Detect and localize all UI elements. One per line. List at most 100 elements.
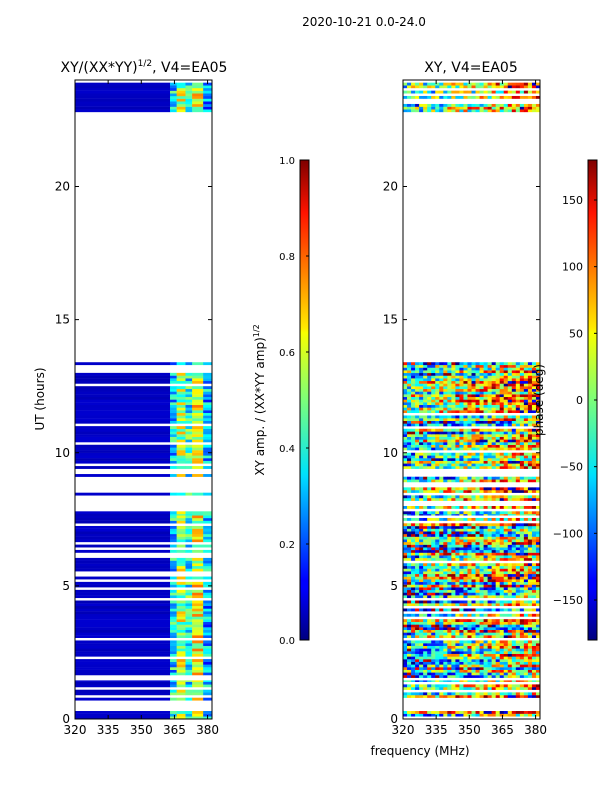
heatmap-cell bbox=[459, 410, 464, 414]
heatmap-cell bbox=[519, 571, 525, 575]
heatmap-cell bbox=[519, 439, 525, 443]
heatmap-cell bbox=[419, 378, 424, 382]
heatmap-cell bbox=[403, 608, 408, 612]
heatmap-cell bbox=[491, 661, 496, 665]
heatmap-cell bbox=[451, 375, 456, 379]
heatmap-cell bbox=[451, 661, 456, 665]
heatmap-cell bbox=[527, 370, 533, 374]
heatmap-cell bbox=[411, 420, 416, 424]
heatmap-cell bbox=[411, 511, 416, 515]
heatmap-cell bbox=[415, 595, 420, 599]
heatmap-cell bbox=[503, 455, 509, 459]
heatmap-cell bbox=[447, 364, 452, 368]
heatmap-cell bbox=[415, 396, 420, 400]
heatmap-cell bbox=[203, 581, 212, 585]
heatmap-cell bbox=[487, 476, 492, 480]
heatmap-cell bbox=[499, 533, 505, 537]
heatmap-cell bbox=[515, 568, 521, 572]
heatmap-cell bbox=[451, 627, 456, 631]
heatmap-cell bbox=[185, 713, 193, 717]
heatmap-cell bbox=[459, 372, 464, 376]
heatmap-cell bbox=[415, 90, 420, 94]
heatmap-cell bbox=[463, 511, 468, 515]
colorbar-tick-label: −100 bbox=[553, 527, 583, 540]
heatmap-cell bbox=[451, 364, 456, 368]
heatmap-cell bbox=[531, 584, 537, 588]
heatmap-cell bbox=[203, 436, 212, 440]
heatmap-cell bbox=[459, 511, 464, 515]
heatmap-cell bbox=[507, 600, 513, 604]
heatmap-cell bbox=[447, 576, 452, 580]
heatmap-cell bbox=[479, 627, 484, 631]
heatmap-cell bbox=[499, 428, 505, 432]
heatmap-cell bbox=[423, 386, 428, 390]
heatmap-cell bbox=[491, 396, 496, 400]
heatmap-cell bbox=[451, 109, 456, 113]
heatmap-cell bbox=[407, 557, 412, 561]
heatmap-cell bbox=[439, 629, 444, 633]
heatmap-cell bbox=[419, 632, 424, 636]
heatmap-cell bbox=[415, 645, 420, 649]
heatmap-cell bbox=[439, 635, 444, 638]
heatmap-cell bbox=[176, 412, 186, 416]
heatmap-cell bbox=[439, 476, 444, 480]
heatmap-cell bbox=[443, 645, 448, 649]
heatmap-cell bbox=[75, 90, 171, 94]
heatmap-cell bbox=[419, 680, 424, 682]
heatmap-cell bbox=[467, 687, 472, 690]
heatmap-cell bbox=[451, 513, 456, 516]
heatmap-cell bbox=[443, 109, 448, 113]
heatmap-cell bbox=[495, 651, 501, 654]
heatmap-cell bbox=[487, 595, 492, 599]
heatmap-cell bbox=[431, 528, 436, 532]
heatmap-cell bbox=[471, 571, 476, 575]
heatmap-cell bbox=[499, 645, 505, 649]
heatmap-cell bbox=[471, 669, 476, 673]
heatmap-cell bbox=[192, 450, 204, 453]
heatmap-cell bbox=[523, 495, 529, 499]
heatmap-cell bbox=[203, 93, 212, 97]
heatmap-cell bbox=[455, 513, 460, 516]
x-tick-label: 335 bbox=[97, 723, 120, 737]
heatmap-cell bbox=[495, 495, 501, 499]
heatmap-cell bbox=[451, 539, 456, 543]
heatmap-cell bbox=[203, 616, 212, 620]
heatmap-cell bbox=[495, 648, 501, 652]
heatmap-cell bbox=[495, 378, 501, 382]
heatmap-cell bbox=[411, 399, 416, 403]
heatmap-cell bbox=[511, 568, 517, 572]
heatmap-cell bbox=[447, 439, 452, 443]
heatmap-cell bbox=[527, 624, 533, 628]
heatmap-cell bbox=[419, 396, 424, 400]
heatmap-cell bbox=[467, 581, 472, 585]
heatmap-cell bbox=[435, 523, 440, 527]
heatmap-cell bbox=[411, 619, 416, 623]
heatmap-cell bbox=[185, 101, 193, 105]
heatmap-cell bbox=[535, 555, 540, 559]
heatmap-cell bbox=[483, 651, 488, 654]
heatmap-cell bbox=[503, 498, 509, 501]
heatmap-cell bbox=[419, 589, 424, 593]
heatmap-cell bbox=[519, 603, 525, 607]
heatmap-cell bbox=[483, 386, 488, 390]
heatmap-cell bbox=[407, 579, 412, 583]
heatmap-cell bbox=[483, 490, 488, 493]
heatmap-cell bbox=[75, 98, 171, 102]
heatmap-cell bbox=[503, 402, 509, 406]
heatmap-cell bbox=[419, 383, 424, 387]
heatmap-cell bbox=[479, 552, 484, 556]
heatmap-cell bbox=[407, 370, 412, 374]
heatmap-cell bbox=[495, 383, 501, 387]
heatmap-cell bbox=[511, 549, 517, 553]
heatmap-cell bbox=[415, 624, 420, 628]
heatmap-cell bbox=[463, 563, 468, 567]
heatmap-cell bbox=[431, 629, 436, 633]
heatmap-cell bbox=[431, 557, 436, 561]
heatmap-cell bbox=[511, 372, 517, 376]
heatmap-cell bbox=[403, 82, 408, 86]
heatmap-cell bbox=[495, 672, 501, 676]
heatmap-cell bbox=[447, 651, 452, 654]
heatmap-cell bbox=[419, 394, 424, 398]
heatmap-cell bbox=[176, 684, 186, 688]
heatmap-cell bbox=[75, 605, 171, 609]
